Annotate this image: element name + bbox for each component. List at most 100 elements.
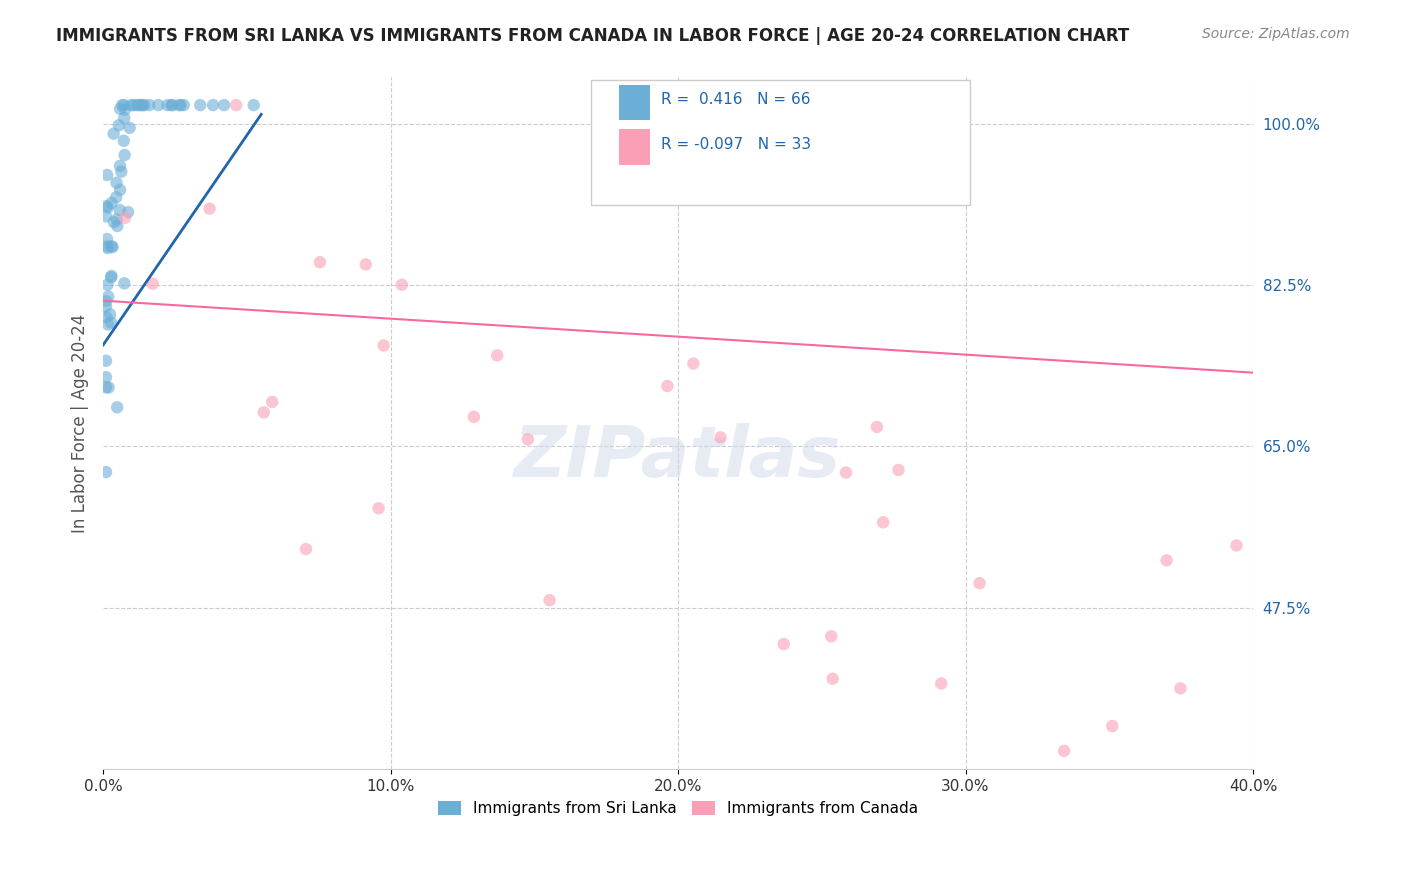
Immigrants from Canada (657, 379, 679, 393)
Immigrants from Canada (198, 202, 221, 216)
Immigrants from Sri Lanka (97, 241, 120, 255)
Immigrants from Sri Lanka (108, 159, 131, 173)
Immigrants from Canada (682, 357, 704, 371)
Immigrants from Canada (367, 501, 389, 516)
Immigrants from Sri Lanka (96, 239, 118, 253)
Immigrants from Sri Lanka (105, 212, 128, 227)
Immigrants from Sri Lanka (156, 98, 179, 112)
Immigrants from Sri Lanka (117, 205, 139, 219)
Legend: Immigrants from Sri Lanka, Immigrants from Canada: Immigrants from Sri Lanka, Immigrants fr… (430, 794, 927, 824)
Immigrants from Canada (516, 433, 538, 447)
Immigrants from Sri Lanka (162, 98, 184, 112)
Immigrants from Sri Lanka (94, 380, 117, 394)
Immigrants from Sri Lanka (202, 98, 225, 112)
Immigrants from Sri Lanka (97, 201, 120, 215)
Immigrants from Sri Lanka (105, 176, 128, 190)
Immigrants from Canada (772, 637, 794, 651)
Immigrants from Canada (253, 405, 276, 419)
Immigrants from Canada (463, 409, 485, 424)
Immigrants from Sri Lanka (160, 98, 183, 112)
Immigrants from Sri Lanka (110, 164, 132, 178)
Immigrants from Sri Lanka (105, 190, 128, 204)
Text: IMMIGRANTS FROM SRI LANKA VS IMMIGRANTS FROM CANADA IN LABOR FORCE | AGE 20-24 C: IMMIGRANTS FROM SRI LANKA VS IMMIGRANTS … (56, 27, 1129, 45)
Immigrants from Sri Lanka (114, 148, 136, 162)
Immigrants from Canada (391, 277, 413, 292)
Immigrants from Sri Lanka (111, 98, 134, 112)
Immigrants from Sri Lanka (112, 98, 135, 112)
Immigrants from Canada (309, 255, 332, 269)
Immigrants from Canada (866, 420, 889, 434)
Immigrants from Sri Lanka (125, 98, 148, 112)
Immigrants from Sri Lanka (128, 98, 150, 112)
Immigrants from Canada (354, 257, 377, 271)
Immigrants from Canada (969, 576, 991, 591)
Immigrants from Canada (1225, 538, 1247, 552)
Immigrants from Sri Lanka (98, 307, 121, 321)
Immigrants from Sri Lanka (188, 98, 211, 112)
Immigrants from Sri Lanka (134, 98, 156, 112)
Immigrants from Sri Lanka (167, 98, 190, 112)
Immigrants from Canada (373, 338, 395, 352)
Immigrants from Sri Lanka (105, 401, 128, 415)
Immigrants from Sri Lanka (96, 199, 118, 213)
Immigrants from Sri Lanka (96, 232, 118, 246)
Immigrants from Sri Lanka (103, 127, 125, 141)
Immigrants from Canada (1101, 719, 1123, 733)
Immigrants from Canada (538, 593, 561, 607)
Immigrants from Sri Lanka (94, 370, 117, 384)
Immigrants from Sri Lanka (169, 98, 191, 112)
Immigrants from Sri Lanka (148, 98, 170, 112)
Text: R = -0.097   N = 33: R = -0.097 N = 33 (661, 137, 811, 152)
Immigrants from Canada (1053, 744, 1076, 758)
Immigrants from Sri Lanka (100, 196, 122, 211)
Immigrants from Sri Lanka (101, 240, 124, 254)
Text: R =  0.416   N = 66: R = 0.416 N = 66 (661, 93, 810, 107)
Immigrants from Canada (142, 277, 165, 291)
Immigrants from Canada (709, 430, 731, 444)
Immigrants from Canada (929, 676, 952, 690)
Immigrants from Canada (835, 466, 858, 480)
Immigrants from Sri Lanka (100, 239, 122, 253)
Immigrants from Sri Lanka (120, 98, 142, 112)
Immigrants from Canada (225, 98, 247, 112)
Immigrants from Sri Lanka (94, 299, 117, 313)
Immigrants from Sri Lanka (96, 277, 118, 292)
Immigrants from Sri Lanka (94, 353, 117, 368)
Immigrants from Sri Lanka (122, 98, 145, 112)
Immigrants from Sri Lanka (173, 98, 195, 112)
Immigrants from Canada (114, 211, 136, 225)
Immigrants from Sri Lanka (94, 465, 117, 479)
Immigrants from Sri Lanka (112, 134, 135, 148)
Immigrants from Sri Lanka (212, 98, 235, 112)
Immigrants from Sri Lanka (97, 318, 120, 332)
Immigrants from Sri Lanka (131, 98, 153, 112)
Immigrants from Sri Lanka (114, 103, 136, 117)
Immigrants from Sri Lanka (112, 111, 135, 125)
Immigrants from Sri Lanka (110, 102, 132, 116)
Immigrants from Canada (262, 395, 284, 409)
Immigrants from Sri Lanka (96, 168, 118, 182)
Immigrants from Sri Lanka (97, 380, 120, 394)
Immigrants from Sri Lanka (105, 219, 128, 233)
Immigrants from Canada (872, 516, 894, 530)
Immigrants from Canada (1170, 681, 1192, 696)
Y-axis label: In Labor Force | Age 20-24: In Labor Force | Age 20-24 (72, 314, 89, 533)
Immigrants from Sri Lanka (100, 268, 122, 283)
Immigrants from Sri Lanka (100, 316, 122, 330)
Immigrants from Sri Lanka (108, 118, 131, 132)
Immigrants from Sri Lanka (108, 183, 131, 197)
Immigrants from Canada (887, 463, 910, 477)
Immigrants from Canada (295, 542, 318, 557)
Immigrants from Sri Lanka (242, 98, 264, 112)
Text: Source: ZipAtlas.com: Source: ZipAtlas.com (1202, 27, 1350, 41)
Immigrants from Sri Lanka (129, 98, 152, 112)
Immigrants from Sri Lanka (94, 210, 117, 224)
Immigrants from Sri Lanka (97, 289, 120, 303)
Immigrants from Canada (821, 672, 844, 686)
Immigrants from Sri Lanka (112, 277, 135, 291)
Immigrants from Sri Lanka (118, 120, 141, 135)
Immigrants from Canada (1156, 553, 1178, 567)
Immigrants from Sri Lanka (103, 215, 125, 229)
Immigrants from Sri Lanka (108, 202, 131, 217)
Immigrants from Canada (486, 348, 509, 362)
